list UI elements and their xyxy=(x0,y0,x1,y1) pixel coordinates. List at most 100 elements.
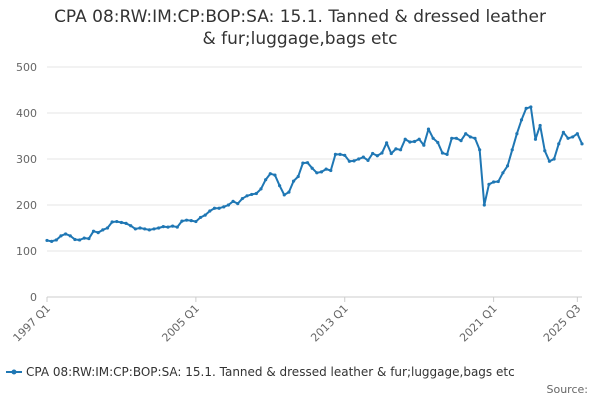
data-point[interactable] xyxy=(533,137,538,141)
data-point[interactable] xyxy=(138,226,142,230)
data-point[interactable] xyxy=(547,159,552,163)
data-point[interactable] xyxy=(524,106,528,110)
data-point[interactable] xyxy=(385,141,389,145)
data-point[interactable] xyxy=(82,236,86,240)
data-point[interactable] xyxy=(380,151,384,155)
data-point[interactable] xyxy=(268,172,272,176)
data-point[interactable] xyxy=(519,118,524,122)
data-point[interactable] xyxy=(371,151,375,156)
data-point[interactable] xyxy=(482,203,486,207)
data-point[interactable] xyxy=(417,137,421,141)
data-point[interactable] xyxy=(68,234,72,238)
data-point[interactable] xyxy=(54,238,58,242)
data-point[interactable] xyxy=(259,187,263,191)
data-point[interactable] xyxy=(110,220,114,224)
data-point[interactable] xyxy=(77,238,82,242)
data-point[interactable] xyxy=(436,140,440,145)
data-point[interactable] xyxy=(287,190,291,194)
data-point[interactable] xyxy=(459,139,463,143)
data-point[interactable] xyxy=(357,157,361,161)
data-point[interactable] xyxy=(254,191,258,196)
data-point[interactable] xyxy=(426,127,431,131)
data-point[interactable] xyxy=(278,184,282,188)
data-point[interactable] xyxy=(394,147,398,151)
data-point[interactable] xyxy=(87,236,91,241)
data-point[interactable] xyxy=(143,227,147,231)
data-point[interactable] xyxy=(552,157,556,161)
data-point[interactable] xyxy=(264,178,268,182)
data-point[interactable] xyxy=(566,136,570,140)
data-point[interactable] xyxy=(250,192,254,197)
data-point[interactable] xyxy=(236,202,240,206)
data-point[interactable] xyxy=(273,173,277,177)
data-point[interactable] xyxy=(343,153,347,157)
data-point[interactable] xyxy=(431,136,435,140)
legend[interactable]: CPA 08:RW:IM:CP:BOP:SA: 15.1. Tanned & d… xyxy=(6,365,515,379)
data-point[interactable] xyxy=(538,123,542,128)
data-point[interactable] xyxy=(203,213,207,217)
data-point[interactable] xyxy=(45,238,49,243)
data-point[interactable] xyxy=(352,159,356,163)
legend-label[interactable]: CPA 08:RW:IM:CP:BOP:SA: 15.1. Tanned & d… xyxy=(26,365,515,379)
data-point[interactable] xyxy=(496,179,500,184)
data-point[interactable] xyxy=(231,199,235,203)
data-point[interactable] xyxy=(366,158,370,162)
data-point[interactable] xyxy=(105,226,110,230)
data-point[interactable] xyxy=(445,152,449,156)
data-point[interactable] xyxy=(208,209,212,213)
data-point[interactable] xyxy=(571,135,575,139)
data-point[interactable] xyxy=(226,203,231,207)
data-point[interactable] xyxy=(389,151,393,156)
data-point[interactable] xyxy=(240,196,244,201)
data-point[interactable] xyxy=(338,152,342,156)
data-point[interactable] xyxy=(189,219,193,223)
data-point[interactable] xyxy=(147,228,151,232)
data-point[interactable] xyxy=(403,137,407,141)
data-point[interactable] xyxy=(473,136,477,140)
data-point[interactable] xyxy=(501,171,505,175)
data-point[interactable] xyxy=(59,234,63,238)
data-point[interactable] xyxy=(375,154,379,158)
data-point[interactable] xyxy=(319,170,324,174)
data-point[interactable] xyxy=(161,225,165,229)
data-point[interactable] xyxy=(454,136,458,140)
data-point[interactable] xyxy=(315,171,319,175)
data-point[interactable] xyxy=(347,159,351,163)
data-point[interactable] xyxy=(529,105,533,109)
data-point[interactable] xyxy=(175,225,179,229)
data-point[interactable] xyxy=(91,229,96,233)
data-point[interactable] xyxy=(492,180,496,184)
data-point[interactable] xyxy=(398,148,403,152)
data-point[interactable] xyxy=(305,161,310,165)
data-point[interactable] xyxy=(324,167,328,171)
data-point[interactable] xyxy=(222,205,226,209)
data-point[interactable] xyxy=(464,132,468,136)
data-point[interactable] xyxy=(301,161,305,165)
data-point[interactable] xyxy=(115,219,119,224)
data-point[interactable] xyxy=(217,206,221,210)
data-point[interactable] xyxy=(310,166,314,170)
data-point[interactable] xyxy=(468,135,472,139)
data-point[interactable] xyxy=(171,224,175,228)
data-point[interactable] xyxy=(198,215,203,220)
data-point[interactable] xyxy=(245,194,249,198)
data-point[interactable] xyxy=(64,232,68,236)
data-point[interactable] xyxy=(575,132,579,136)
data-point[interactable] xyxy=(184,218,189,222)
data-point[interactable] xyxy=(73,237,77,242)
data-point[interactable] xyxy=(180,219,184,223)
data-point[interactable] xyxy=(361,155,365,159)
data-point[interactable] xyxy=(557,142,561,146)
data-point[interactable] xyxy=(291,179,296,183)
data-point[interactable] xyxy=(487,182,491,186)
data-point[interactable] xyxy=(422,143,426,147)
data-point[interactable] xyxy=(282,193,286,197)
data-point[interactable] xyxy=(515,132,519,136)
data-point[interactable] xyxy=(412,139,417,144)
data-point[interactable] xyxy=(478,148,482,152)
data-point[interactable] xyxy=(129,224,133,228)
data-point[interactable] xyxy=(133,227,137,231)
data-point[interactable] xyxy=(296,174,300,179)
data-point[interactable] xyxy=(124,221,128,225)
data-point[interactable] xyxy=(580,142,584,146)
